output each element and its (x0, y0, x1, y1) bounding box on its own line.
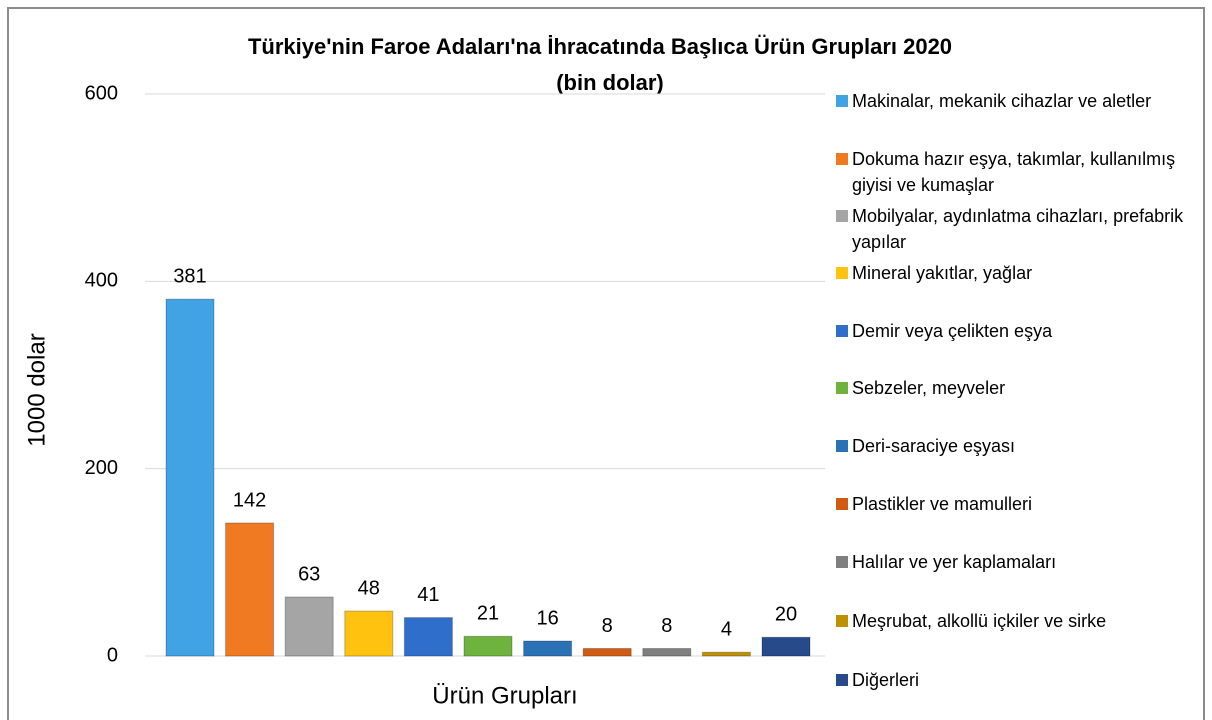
legend-item: Sebzeler, meyveler (836, 375, 1192, 401)
data-label: 16 (536, 607, 558, 629)
chart-subtitle: (bin dolar) (556, 70, 664, 95)
data-label: 48 (358, 577, 380, 599)
legend-label: Makinalar, mekanik cihazlar ve aletler (852, 91, 1152, 111)
bar (403, 617, 453, 657)
bar (523, 640, 573, 657)
data-label: 20 (775, 604, 797, 626)
data-label: 4 (721, 619, 732, 641)
legend-label: Deri-saraciye eşyası (852, 436, 1016, 456)
legend-swatch (836, 267, 848, 279)
y-tick-label: 600 (85, 82, 118, 104)
legend-item: Plastikler ve mamulleri (836, 491, 1192, 517)
legend-item: Diğerleri (836, 667, 1192, 693)
legend-item: Meşrubat, alkollü içkiler ve sirke (836, 608, 1192, 634)
legend-label: Mineral yakıtlar, yağlar (852, 263, 1033, 283)
legend-swatch (836, 440, 848, 452)
bar (165, 298, 215, 657)
legend-item: Mineral yakıtlar, yağlar (836, 260, 1192, 286)
bar (284, 596, 334, 657)
legend-swatch (836, 674, 848, 686)
chart-border (7, 7, 1205, 720)
legend-label: Meşrubat, alkollü içkiler ve sirke (852, 611, 1107, 631)
legend-item: Makinalar, mekanik cihazlar ve aletler (836, 88, 1192, 114)
legend-swatch (836, 95, 848, 107)
legend-swatch (836, 615, 848, 627)
legend-label: Diğerleri (852, 670, 920, 690)
legend-item: Mobilyalar, aydınlatma cihazları, prefab… (836, 203, 1192, 255)
bar (761, 636, 811, 657)
bar (642, 648, 692, 657)
bar (344, 610, 394, 657)
legend-label: Dokuma hazır eşya, takımlar, kullanılmış… (852, 149, 1176, 195)
legend-item: Demir veya çelikten eşya (836, 318, 1192, 344)
legend-label: Plastikler ve mamulleri (852, 494, 1033, 514)
legend-swatch (836, 153, 848, 165)
bar (463, 635, 513, 657)
bar (582, 648, 632, 657)
legend-label: Halılar ve yer kaplamaları (852, 552, 1057, 572)
data-label: 63 (298, 563, 320, 585)
data-label: 142 (233, 489, 266, 511)
y-axis-label: 1000 dolar (23, 333, 50, 446)
legend-swatch (836, 210, 848, 222)
data-label: 21 (477, 603, 499, 625)
legend-item: Dokuma hazır eşya, takımlar, kullanılmış… (836, 146, 1192, 198)
data-label: 381 (173, 265, 206, 287)
y-tick-label: 0 (107, 644, 118, 666)
bar (225, 522, 275, 657)
legend-swatch (836, 382, 848, 394)
bar (701, 651, 751, 657)
data-label: 8 (661, 615, 672, 637)
chart-title: Türkiye'nin Faroe Adaları'na İhracatında… (248, 34, 952, 59)
legend-item: Halılar ve yer kaplamaları (836, 549, 1192, 575)
y-tick-label: 400 (85, 270, 118, 292)
legend-label: Demir veya çelikten eşya (852, 321, 1053, 341)
legend-swatch (836, 325, 848, 337)
data-label: 8 (602, 615, 613, 637)
legend-label: Mobilyalar, aydınlatma cihazları, prefab… (852, 206, 1184, 252)
data-label: 41 (417, 584, 439, 606)
y-tick-label: 200 (85, 457, 118, 479)
legend-label: Sebzeler, meyveler (852, 378, 1006, 398)
legend-swatch (836, 498, 848, 510)
legend-swatch (836, 556, 848, 568)
x-axis-label: Ürün Grupları (432, 682, 577, 709)
legend-item: Deri-saraciye eşyası (836, 433, 1192, 459)
